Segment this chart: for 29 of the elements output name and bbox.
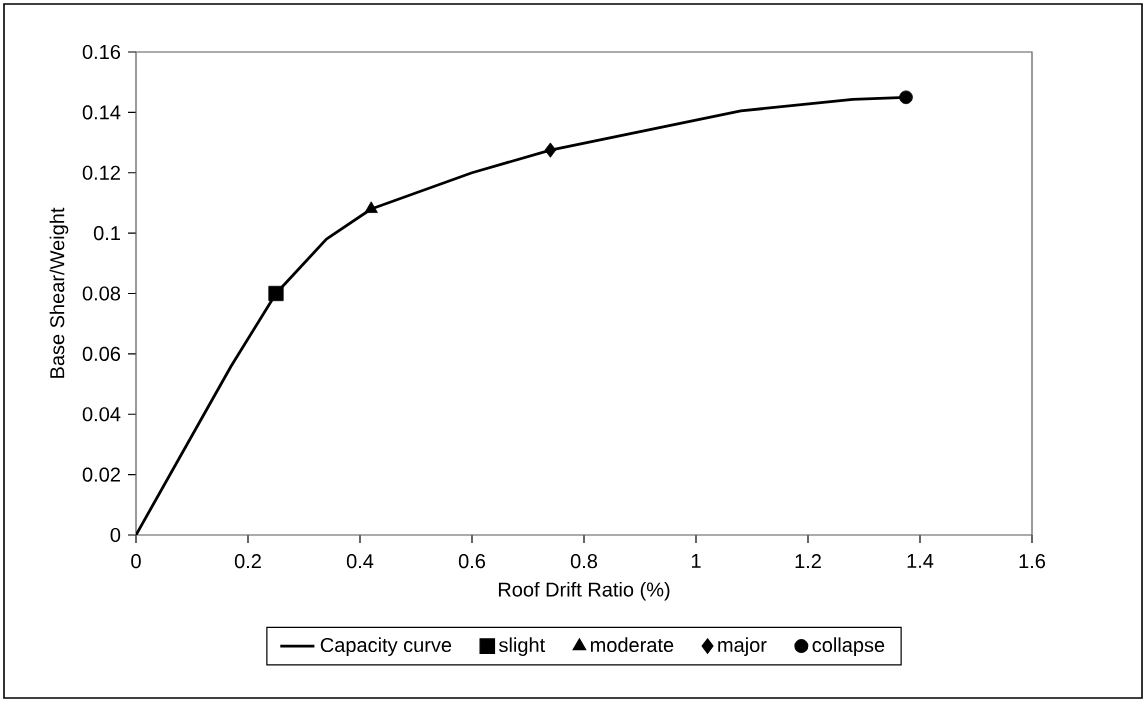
x-tick-label: 0.4 bbox=[346, 554, 374, 569]
legend-label: moderate bbox=[590, 637, 674, 653]
legend-label: major bbox=[718, 637, 767, 656]
y-tick-label: 0.1 bbox=[93, 226, 120, 241]
legend-label: collapse bbox=[812, 637, 885, 656]
x-tick-label: 0.8 bbox=[570, 554, 598, 569]
y-tick-label: 0.08 bbox=[82, 286, 121, 301]
y-tick-label: 0.02 bbox=[82, 467, 120, 482]
x-tick-label: 1.6 bbox=[1019, 554, 1046, 569]
y-tick-label: 0.06 bbox=[82, 346, 121, 361]
x-tick-label: 0 bbox=[131, 554, 141, 569]
legend-label: Capacity curve bbox=[320, 637, 452, 656]
y-tick-label: 0 bbox=[110, 527, 121, 543]
x-tick-label: 1.4 bbox=[907, 554, 934, 568]
x-tick-label: 1.2 bbox=[795, 554, 821, 569]
x-axis-title: Roof Drift Ratio (%) bbox=[498, 581, 670, 601]
x-tick-label: 0.2 bbox=[234, 554, 261, 569]
point bbox=[364, 201, 378, 213]
point bbox=[268, 285, 284, 302]
x-tick-label: 0.6 bbox=[458, 554, 486, 569]
y-tick-label: 0.16 bbox=[82, 44, 121, 60]
y-tick-label: 0.14 bbox=[82, 105, 121, 120]
x-tick-label: 1 bbox=[691, 554, 701, 568]
y-tick-label: 0.04 bbox=[82, 407, 121, 422]
y-axis-title: Base Shear/Weight bbox=[49, 207, 69, 378]
point bbox=[544, 142, 557, 158]
legend-label: slight bbox=[499, 637, 546, 656]
y-tick-label: 0.12 bbox=[82, 165, 120, 180]
point bbox=[899, 90, 913, 105]
